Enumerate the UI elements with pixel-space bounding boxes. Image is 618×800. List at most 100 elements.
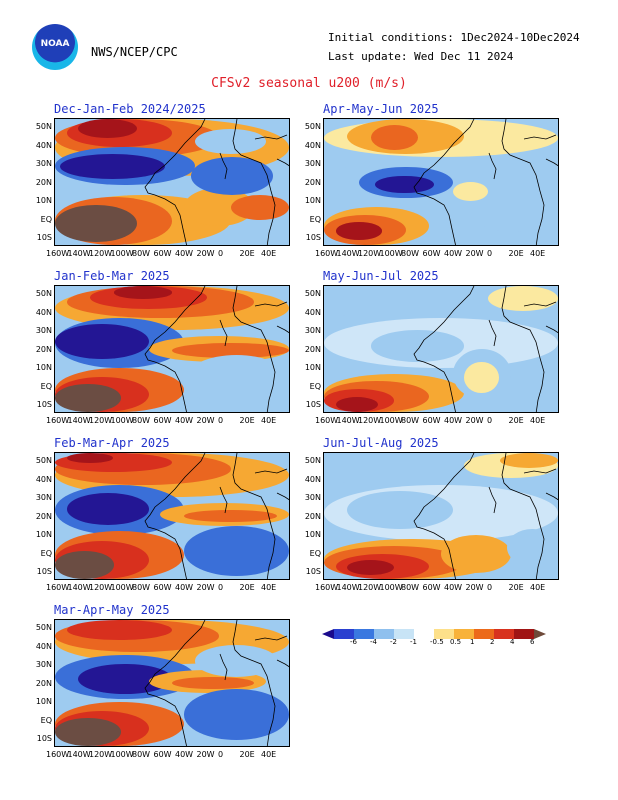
panel-title: Mar-Apr-May 2025: [54, 603, 170, 617]
colorbar-label: -1: [410, 638, 417, 646]
lon-tick-label: 140W: [336, 416, 360, 425]
lon-tick-label: 0: [218, 583, 224, 592]
lon-tick-label: 40W: [444, 249, 463, 258]
wind-contour: [66, 453, 114, 464]
lon-tick-label: 40E: [530, 249, 546, 258]
lon-tick-label: 20E: [508, 416, 524, 425]
colorbar-segment: [494, 629, 514, 639]
lat-tick-label: 20N: [35, 177, 52, 187]
u200-map: [323, 452, 559, 580]
lat-tick-label: 40N: [35, 140, 52, 150]
u200-map: [54, 452, 290, 580]
wind-contour: [190, 156, 273, 195]
lon-tick-label: 120W: [89, 583, 113, 592]
wind-contour: [195, 645, 278, 677]
lon-tick-label: 80W: [401, 249, 420, 258]
lat-tick-label: 40N: [35, 641, 52, 651]
u200-map: [54, 619, 290, 747]
u200-map: [54, 285, 290, 413]
wind-contour: [183, 355, 289, 406]
lon-tick-label: 20E: [239, 416, 255, 425]
lon-tick-label: 0: [218, 249, 224, 258]
lat-tick-label: EQ: [40, 715, 52, 725]
lat-tick-label: 20N: [35, 511, 52, 521]
lon-tick-label: 160W: [46, 249, 70, 258]
lat-tick-label: 10S: [36, 734, 52, 743]
lat-tick-label: EQ: [40, 548, 52, 558]
colorbar-strip: [322, 629, 546, 639]
lon-tick-label: 40W: [444, 416, 463, 425]
colorbar-segment: [474, 629, 494, 639]
lon-tick-label: 140W: [67, 750, 91, 759]
lat-tick-label: 50N: [35, 623, 52, 632]
wind-contour: [335, 396, 378, 412]
lat-tick-label: 30N: [304, 159, 321, 168]
lon-tick-label: 40W: [175, 750, 194, 759]
lon-tick-label: 40E: [530, 416, 546, 425]
lon-tick-label: 120W: [358, 249, 382, 258]
lon-tick-label: 20W: [465, 249, 484, 258]
lon-tick-label: 80W: [132, 750, 151, 759]
lon-tick-label: 40E: [261, 416, 277, 425]
wind-contour: [347, 490, 453, 529]
coastline: [413, 453, 558, 579]
lon-tick-label: 0: [487, 249, 493, 258]
logo-text: NOAA: [40, 39, 70, 49]
lat-tick-label: 30N: [304, 493, 321, 502]
lat-tick-label: 10S: [36, 233, 52, 242]
lon-tick-label: 60W: [153, 249, 172, 258]
lon-tick-label: 60W: [153, 750, 172, 759]
wind-contour: [195, 129, 266, 155]
lon-tick-label: 20W: [196, 249, 215, 258]
coastline: [413, 286, 558, 412]
lon-tick-label: 160W: [46, 416, 70, 425]
lon-tick-label: 120W: [89, 249, 113, 258]
lat-tick-label: 20N: [304, 177, 321, 187]
panel-title: Jan-Feb-Mar 2025: [54, 269, 170, 283]
lat-tick-label: EQ: [309, 214, 321, 224]
lon-tick-label: 20E: [239, 249, 255, 258]
wind-contour: [230, 194, 289, 220]
colorbar-segment: [514, 629, 534, 639]
lon-tick-label: 120W: [89, 416, 113, 425]
panel-title: Jun-Jul-Aug 2025: [323, 436, 439, 450]
wind-contour: [452, 182, 488, 201]
wind-contour: [464, 169, 558, 233]
lon-tick-label: 140W: [67, 416, 91, 425]
colorbar-arrow-left: [322, 629, 334, 639]
lat-tick-label: EQ: [40, 381, 52, 391]
wind-contour: [499, 453, 558, 469]
colorbar: -6 -4 -2 -1 -0.5 0.5 1 2 4 6: [322, 628, 572, 647]
lon-tick-label: 120W: [358, 583, 382, 592]
lon-tick-label: 40W: [444, 583, 463, 592]
lat-tick-label: 10N: [304, 196, 321, 205]
lon-tick-label: 20W: [196, 583, 215, 592]
coastline: [144, 620, 289, 746]
lat-tick-label: 20N: [35, 344, 52, 354]
lat-tick-label: 10S: [305, 567, 321, 576]
lat-tick-label: 20N: [35, 678, 52, 688]
wind-contour: [347, 560, 395, 576]
lat-tick-label: EQ: [309, 381, 321, 391]
colorbar-label: -6: [350, 638, 357, 646]
u200-map: [323, 285, 559, 413]
lon-tick-label: 20E: [508, 249, 524, 258]
lon-tick-label: 100W: [379, 416, 403, 425]
panel-title: Apr-May-Jun 2025: [323, 102, 439, 116]
lon-tick-label: 60W: [422, 249, 441, 258]
initial-conditions: Initial conditions: 1Dec2024-10Dec2024: [328, 31, 580, 44]
noaa-logo: NOAA: [32, 24, 78, 70]
lat-tick-label: 30N: [304, 326, 321, 335]
lat-tick-label: 20N: [304, 344, 321, 354]
colorbar-arrow-right: [534, 629, 546, 639]
coastline: [144, 286, 289, 412]
lat-tick-label: 10S: [36, 400, 52, 409]
lon-tick-label: 80W: [132, 249, 151, 258]
lon-tick-label: 80W: [401, 583, 420, 592]
lon-tick-label: 20W: [465, 416, 484, 425]
wind-contour: [59, 154, 165, 180]
colorbar-segment: [354, 629, 374, 639]
lat-tick-label: 10S: [305, 400, 321, 409]
lon-tick-label: 160W: [46, 750, 70, 759]
wind-contour: [370, 125, 418, 151]
